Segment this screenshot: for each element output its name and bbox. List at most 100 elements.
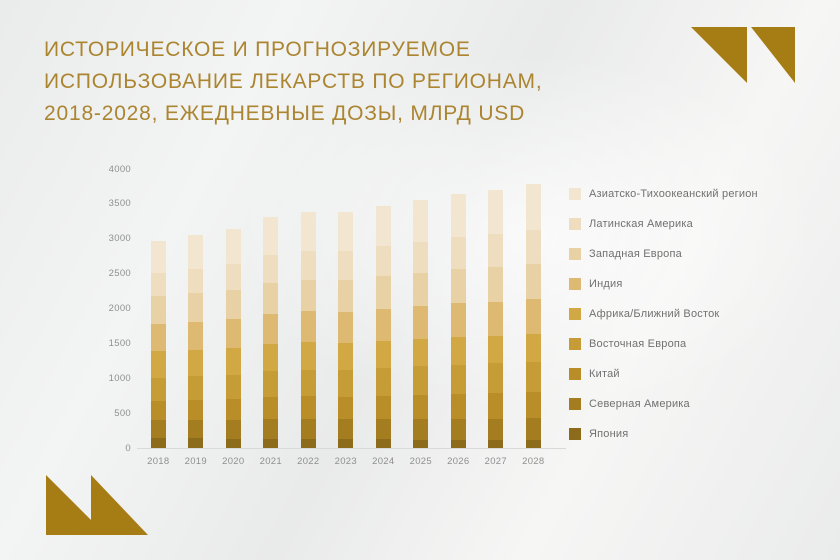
bar-segment [375,368,391,396]
bar-segment [488,189,504,234]
bar-segment [188,419,204,439]
bar-segment [338,369,354,397]
bar-segment [188,376,204,401]
bar-segment [488,439,504,448]
bar-segment [263,254,279,283]
legend-item: Азиатско-Тихоокеанский регион [569,188,758,200]
legend-swatch-icon [569,398,581,410]
legend-swatch-icon [569,338,581,350]
bar-segment [225,319,241,348]
bar-segment [525,229,541,264]
y-tick-label: 500 [114,407,131,419]
x-tick-label: 2023 [334,456,357,467]
legend-item: Индия [569,278,758,290]
bar-segment [338,439,354,448]
bar-segment [300,439,316,448]
bar-segment [338,212,354,251]
bar-segment [488,267,504,302]
title-line-3: 2018-2028, ЕЖЕДНЕВНЫЕ ДОЗЫ, МЛРД USD [44,102,526,125]
y-axis: 0 500 1000 1500 2000 2500 3000 3500 4000 [85,164,131,454]
bar-segment [300,396,316,420]
bar-segment [375,418,391,440]
bar-segment [188,235,204,269]
brand-triangle-icon [691,27,747,83]
legend-item: Восточная Европа [569,338,758,350]
bar-segment [300,419,316,440]
bar-segment [488,418,504,440]
bar-segment [263,344,279,372]
x-tick-label: 2021 [259,456,282,467]
bar-segment [300,311,316,343]
bar-segment [225,399,241,420]
bar-segment [300,369,316,397]
chart-legend: Азиатско-Тихоокеанский регион Латинская А… [569,188,758,458]
bar-segment [188,321,204,350]
bar-segment [413,366,429,395]
bar-segment [525,299,541,335]
y-tick-label: 2000 [108,303,131,314]
y-tick-label: 0 [125,442,131,454]
bar-segment [525,440,541,448]
title-line-2: ИСПОЛЬЗОВАНИЕ ЛЕКАРСТВ ПО РЕГИОНАМ, [44,70,543,93]
y-tick-label: 1000 [108,372,131,384]
stacked-bar-2028 [525,184,541,448]
bar-segment [450,193,466,238]
bar-segment [300,211,316,251]
x-tick-label: 2025 [409,456,432,467]
bar-segment [525,263,541,300]
bar-segment [488,233,504,268]
legend-swatch-icon [569,428,581,440]
bar-segment [488,363,504,393]
x-tick-label: 2019 [184,456,207,467]
legend-label: Северная Америка [589,398,690,410]
x-tick-label: 2022 [297,456,320,467]
stacked-bar-2021 [263,216,279,448]
bar-segment [525,184,541,230]
bar-segment [188,400,204,420]
stacked-bar-2019 [188,235,204,448]
bar-segment [225,228,241,264]
bar-segment [338,419,354,440]
bar-segment [225,438,241,448]
legend-swatch-icon [569,368,581,380]
bar-segment [300,250,316,280]
legend-label: Индия [589,278,623,290]
bar-segment [225,289,241,320]
legend-item: Африка/Ближний Восток [569,308,758,320]
bar-segment [300,342,316,370]
bar-segment [450,269,466,304]
bar-segment [225,419,241,439]
bar-segment [150,324,166,352]
legend-label: Латинская Америка [589,218,693,230]
brand-triangle-icon [751,27,795,83]
bar-segment [525,334,541,362]
stacked-bar-2026 [450,193,466,448]
legend-label: Африка/Ближний Восток [589,308,720,320]
bar-segment [450,237,466,270]
bar-segment [450,439,466,448]
bar-segment [525,391,541,419]
bar-segment [263,282,279,314]
bar-segment [450,393,466,419]
legend-label: Восточная Европа [589,338,687,350]
bar-segment [225,374,241,400]
bar-segment [488,392,504,419]
x-tick-label: 2024 [372,456,395,467]
bar-segment [263,313,279,345]
bar-segment [413,241,429,274]
x-tick-label: 2028 [522,456,545,467]
legend-swatch-icon [569,188,581,200]
stacked-bar-2024 [375,205,391,448]
legend-swatch-icon [569,218,581,230]
bar-segment [263,371,279,398]
bar-segment [188,293,204,322]
bar-segment [375,340,391,369]
bar-segment [263,439,279,448]
bar-segment [488,301,504,336]
bar-segment [263,419,279,439]
stacked-bar-2023 [338,212,354,448]
bar-segment [375,205,391,247]
bar-segment [263,216,279,255]
legend-label: Япония [589,428,629,440]
